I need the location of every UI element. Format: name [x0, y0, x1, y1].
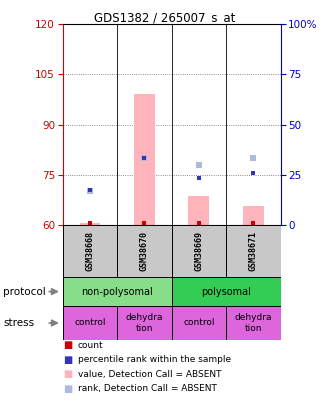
- Text: polysomal: polysomal: [201, 287, 251, 296]
- Bar: [63, 225, 117, 277]
- Bar: [117, 306, 172, 340]
- Text: dehydra
tion: dehydra tion: [235, 313, 272, 333]
- Text: control: control: [74, 318, 106, 328]
- Bar: [134, 94, 155, 225]
- Text: GSM38671: GSM38671: [249, 231, 258, 271]
- Text: GSM38669: GSM38669: [194, 231, 203, 271]
- Bar: [172, 225, 226, 277]
- Text: rank, Detection Call = ABSENT: rank, Detection Call = ABSENT: [78, 384, 216, 393]
- Bar: [172, 306, 226, 340]
- Text: ■: ■: [63, 369, 72, 379]
- Text: GDS1382 / 265007_s_at: GDS1382 / 265007_s_at: [94, 11, 236, 24]
- Bar: [226, 306, 280, 340]
- Text: non-polysomal: non-polysomal: [81, 287, 153, 296]
- Text: value, Detection Call = ABSENT: value, Detection Call = ABSENT: [78, 370, 221, 379]
- Bar: [63, 306, 117, 340]
- Text: control: control: [183, 318, 214, 328]
- Text: ■: ■: [63, 355, 72, 364]
- Text: ■: ■: [63, 340, 72, 350]
- Text: ■: ■: [63, 384, 72, 394]
- Text: dehydra
tion: dehydra tion: [126, 313, 163, 333]
- Bar: [63, 277, 172, 306]
- Bar: [172, 277, 280, 306]
- Text: percentile rank within the sample: percentile rank within the sample: [78, 355, 231, 364]
- Text: protocol: protocol: [3, 287, 46, 296]
- Bar: [243, 207, 264, 225]
- Text: stress: stress: [3, 318, 34, 328]
- Bar: [226, 225, 280, 277]
- Text: GSM38668: GSM38668: [85, 231, 94, 271]
- Text: count: count: [78, 341, 103, 350]
- Bar: [80, 223, 100, 225]
- Bar: [188, 196, 209, 225]
- Bar: [117, 225, 172, 277]
- Text: GSM38670: GSM38670: [140, 231, 149, 271]
